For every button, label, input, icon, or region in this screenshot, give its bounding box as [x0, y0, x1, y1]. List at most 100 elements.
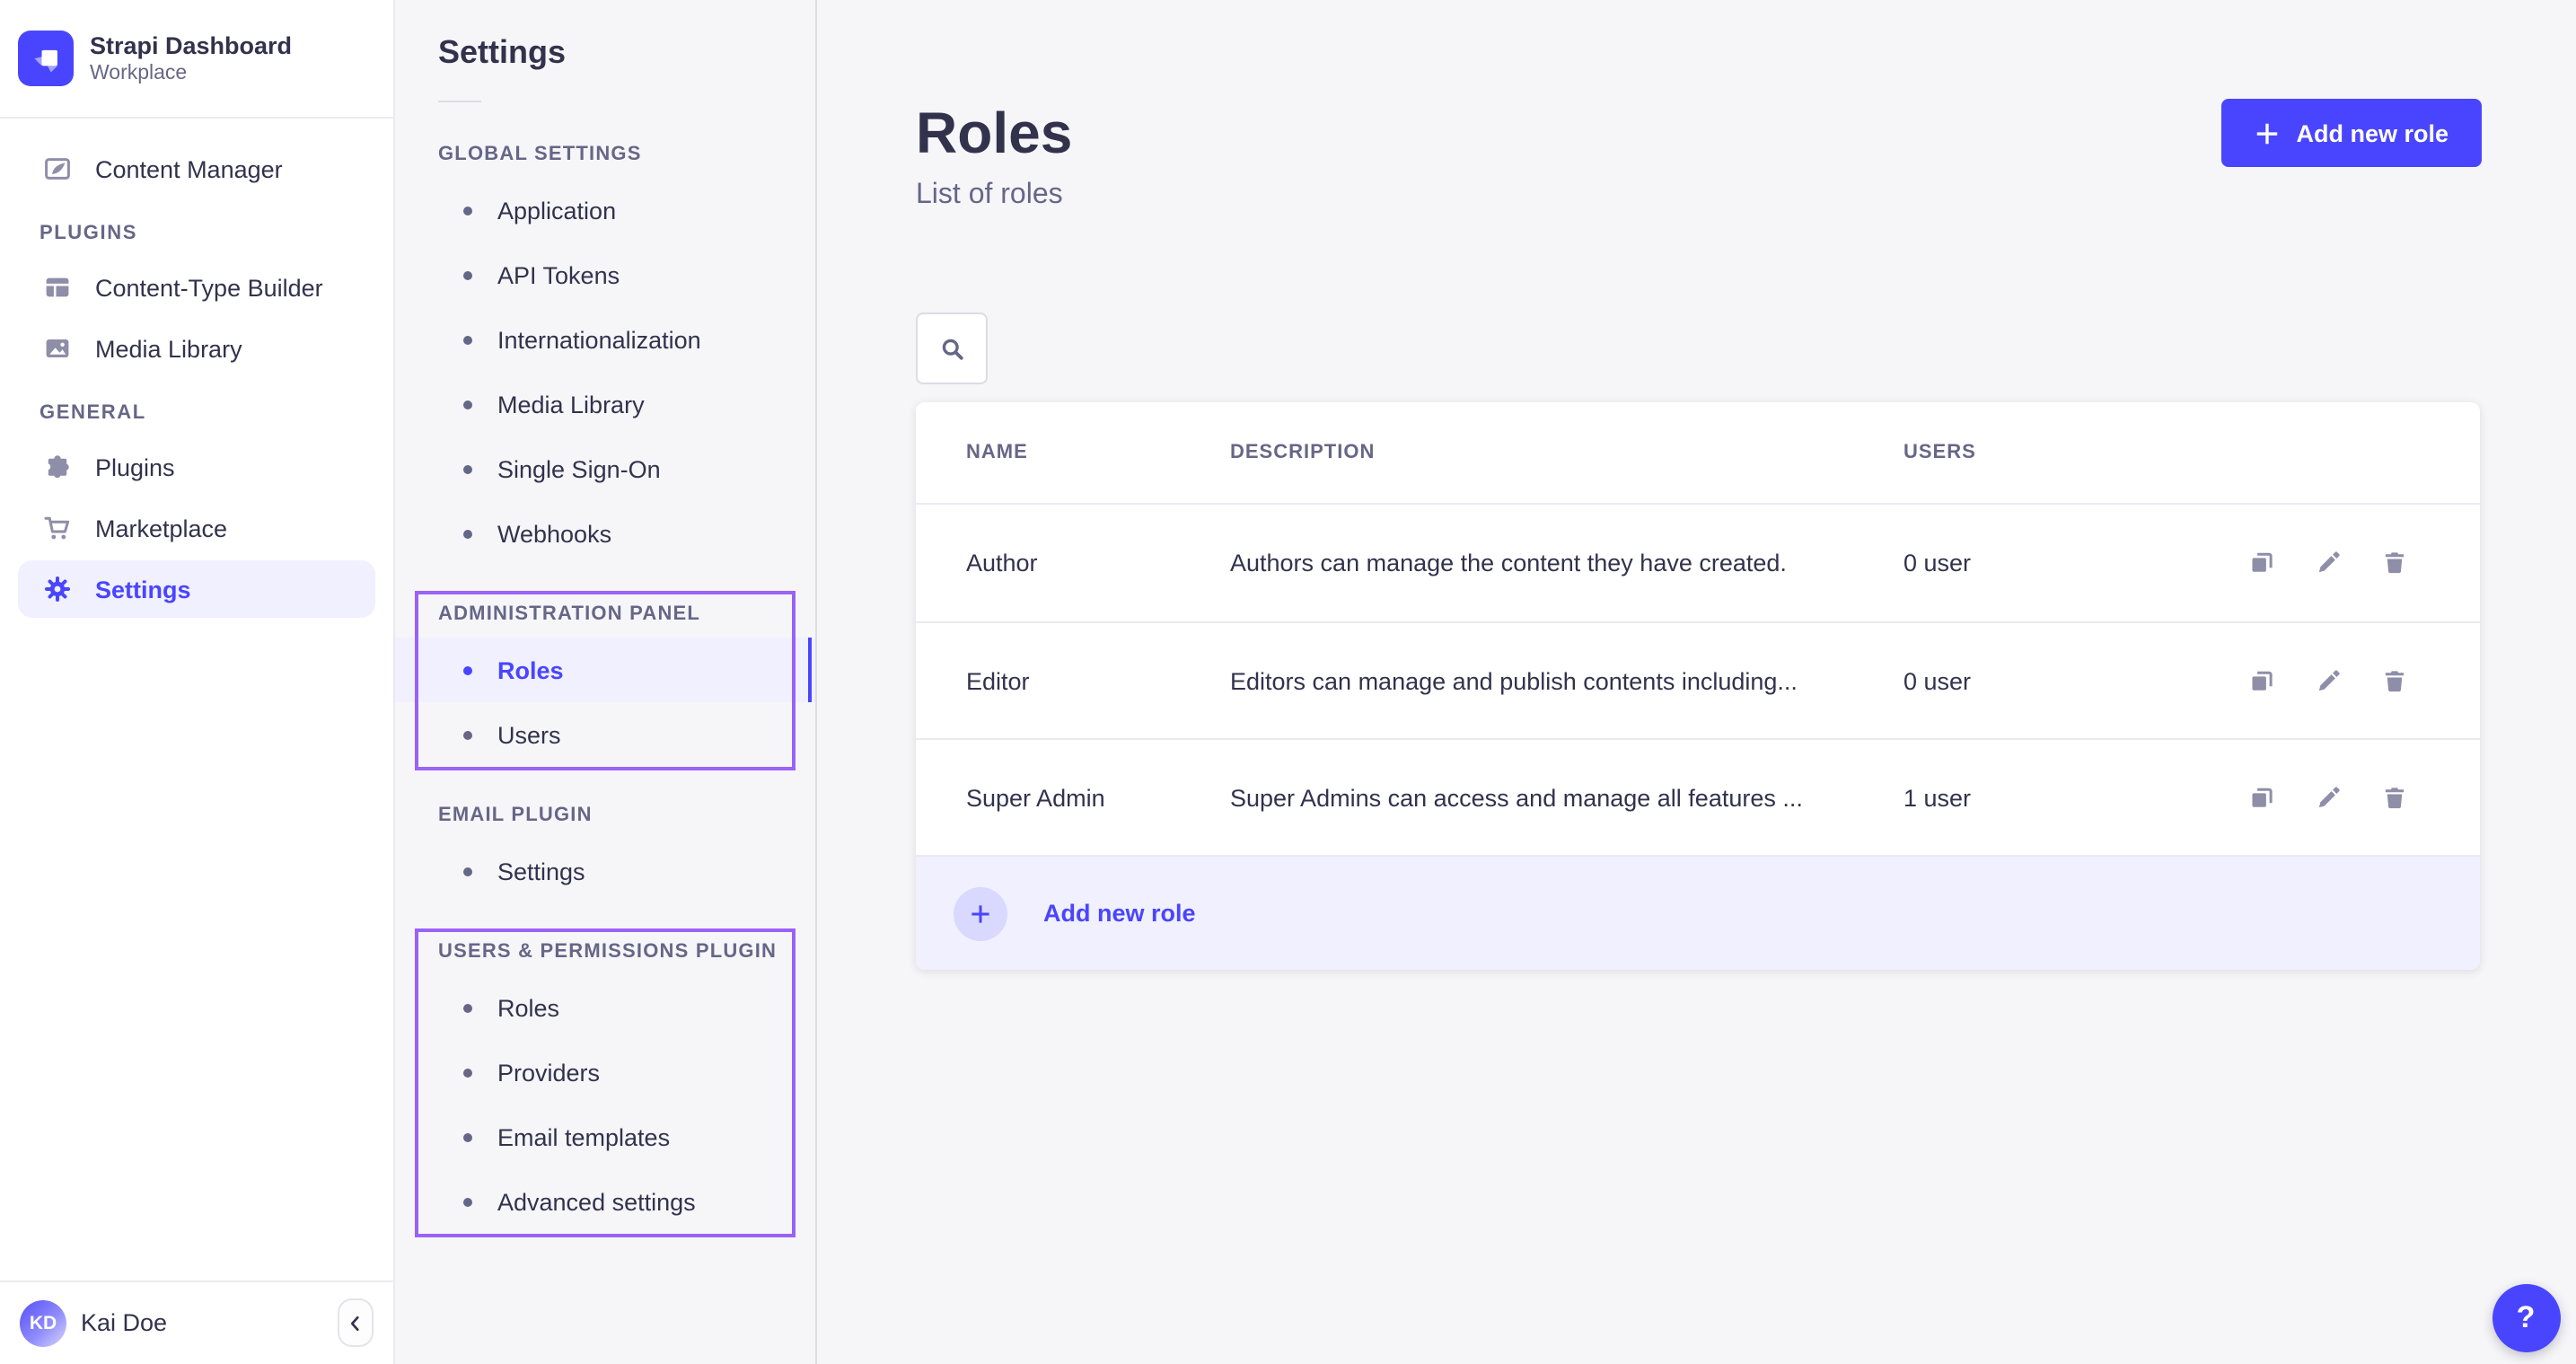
bullet-icon [463, 335, 472, 344]
role-description: Authors can manage the content they have… [1230, 550, 1787, 576]
content-manager-icon [43, 154, 72, 183]
sidebar-item-label: Content-Type Builder [95, 274, 323, 301]
user-name: Kai Doe [81, 1309, 168, 1336]
subnav-item-application[interactable]: Application [395, 178, 815, 242]
plus-icon [2253, 119, 2280, 146]
workspace-info: Strapi Dashboard Workplace [90, 31, 292, 86]
role-users-count: 0 user [1903, 667, 1972, 694]
subnav-item-roles-up[interactable]: Roles [395, 975, 815, 1040]
subnav-item-label: Settings [497, 858, 585, 884]
table-row[interactable]: Author Authors can manage the content th… [916, 505, 2480, 621]
sidebar-footer: KD Kai Doe [0, 1280, 393, 1364]
subnav-item-internationalization[interactable]: Internationalization [395, 307, 815, 372]
help-button[interactable]: ? [2492, 1283, 2560, 1351]
delete-trash-icon[interactable] [2381, 550, 2408, 576]
sidebar-section-plugins: PLUGINS [40, 223, 137, 244]
subnav-section-users-permissions-plugin: USERS & PERMISSIONS PLUGIN Roles Provide… [395, 928, 815, 1237]
subnav-item-label: Email templates [497, 1123, 671, 1150]
add-new-role-label: Add new role [2296, 119, 2449, 146]
subnav-item-label: Advanced settings [497, 1188, 696, 1215]
subnav-item-email-settings[interactable]: Settings [395, 839, 815, 903]
subnav-item-roles-admin[interactable]: Roles [395, 638, 815, 702]
sidebar-item-media-library[interactable]: Media Library [18, 320, 375, 377]
bullet-icon [463, 270, 472, 279]
main-sidebar: Strapi Dashboard Workplace Content Manag… [0, 0, 395, 1364]
content-type-builder-icon [43, 273, 72, 302]
workspace-switcher[interactable]: Strapi Dashboard Workplace [0, 0, 393, 119]
media-library-icon [43, 334, 72, 363]
subnav-item-label: Webhooks [497, 520, 612, 547]
role-description: Super Admins can access and manage all f… [1230, 784, 1803, 811]
bullet-icon [463, 1068, 472, 1077]
subnav-divider [438, 101, 481, 102]
bullet-icon [463, 464, 472, 473]
roles-table: NAME DESCRIPTION USERS Author Authors ca… [916, 402, 2480, 970]
plus-circle-icon [954, 886, 1007, 940]
bullet-icon [463, 730, 472, 739]
edit-pencil-icon[interactable] [2315, 550, 2342, 576]
subnav-item-media-library[interactable]: Media Library [395, 372, 815, 436]
subnav-item-single-sign-on[interactable]: Single Sign-On [395, 436, 815, 501]
subnav-item-api-tokens[interactable]: API Tokens [395, 242, 815, 307]
subnav-item-label: Users [497, 721, 561, 748]
delete-trash-icon[interactable] [2381, 667, 2408, 694]
bullet-icon [463, 529, 472, 538]
table-footer-add-role[interactable]: Add new role [916, 855, 2480, 970]
sidebar-item-label: Settings [95, 576, 191, 603]
delete-trash-icon[interactable] [2381, 784, 2408, 811]
edit-pencil-icon[interactable] [2315, 784, 2342, 811]
table-row[interactable]: Editor Editors can manage and publish co… [916, 621, 2480, 738]
subnav-section-administration-panel: ADMINISTRATION PANEL Roles Users [395, 591, 815, 770]
subnav-section-label: ADMINISTRATION PANEL [438, 603, 701, 625]
subnav-section-label: USERS & PERMISSIONS PLUGIN [438, 941, 778, 963]
app-title: Strapi Dashboard [90, 32, 293, 59]
subnav-item-email-templates[interactable]: Email templates [395, 1104, 815, 1169]
role-name: Editor [966, 667, 1030, 694]
add-new-role-footer-label: Add new role [1043, 900, 1196, 927]
edit-pencil-icon[interactable] [2315, 667, 2342, 694]
table-header-row: NAME DESCRIPTION USERS [916, 402, 2480, 505]
role-name: Author [966, 550, 1038, 576]
role-description: Editors can manage and publish contents … [1230, 667, 1798, 694]
search-button[interactable] [916, 312, 988, 384]
subnav-item-advanced-settings[interactable]: Advanced settings [395, 1169, 815, 1234]
subnav-section-global-settings: GLOBAL SETTINGS Application API Tokens I… [395, 131, 815, 566]
page-subtitle: List of roles [916, 180, 1063, 210]
subnav-item-providers[interactable]: Providers [395, 1040, 815, 1104]
duplicate-icon[interactable] [2248, 784, 2275, 811]
subnav-item-label: Single Sign-On [497, 455, 661, 482]
sidebar-item-marketplace[interactable]: Marketplace [18, 499, 375, 557]
role-name: Super Admin [966, 784, 1105, 811]
bullet-icon [463, 867, 472, 876]
avatar: KD [20, 1299, 66, 1346]
sidebar-item-content-type-builder[interactable]: Content-Type Builder [18, 259, 375, 316]
collapse-sidebar-button[interactable] [338, 1298, 374, 1347]
subnav-section-label: GLOBAL SETTINGS [438, 144, 642, 165]
duplicate-icon[interactable] [2248, 667, 2275, 694]
role-users-count: 1 user [1903, 784, 1972, 811]
subnav-item-label: Internationalization [497, 326, 701, 353]
subnav-item-users[interactable]: Users [395, 702, 815, 767]
subnav-item-webhooks[interactable]: Webhooks [395, 501, 815, 566]
workspace-name: Workplace [90, 63, 188, 84]
sidebar-item-content-manager[interactable]: Content Manager [18, 140, 375, 198]
sidebar-section-general: GENERAL [40, 402, 146, 424]
settings-subnav: Settings GLOBAL SETTINGS Application API… [395, 0, 817, 1364]
column-header-name: NAME [966, 442, 1028, 463]
subnav-item-label: Roles [497, 656, 564, 683]
sidebar-item-settings[interactable]: Settings [18, 560, 375, 618]
sidebar-nav: Content Manager PLUGINS Content-Type Bui… [0, 119, 393, 1280]
subnav-title: Settings [438, 34, 567, 70]
subnav-section-label: EMAIL PLUGIN [438, 805, 593, 826]
plugins-puzzle-icon [43, 453, 72, 481]
sidebar-item-plugins[interactable]: Plugins [18, 438, 375, 496]
duplicate-icon[interactable] [2248, 550, 2275, 576]
bullet-icon [463, 665, 472, 674]
gear-icon [43, 575, 72, 603]
add-new-role-button[interactable]: Add new role [2220, 99, 2481, 167]
chevron-left-icon [345, 1312, 366, 1333]
sidebar-item-label: Content Manager [95, 155, 283, 182]
table-row[interactable]: Super Admin Super Admins can access and … [916, 738, 2480, 855]
main-content: Roles List of roles Add new role NAME [817, 0, 2576, 1364]
